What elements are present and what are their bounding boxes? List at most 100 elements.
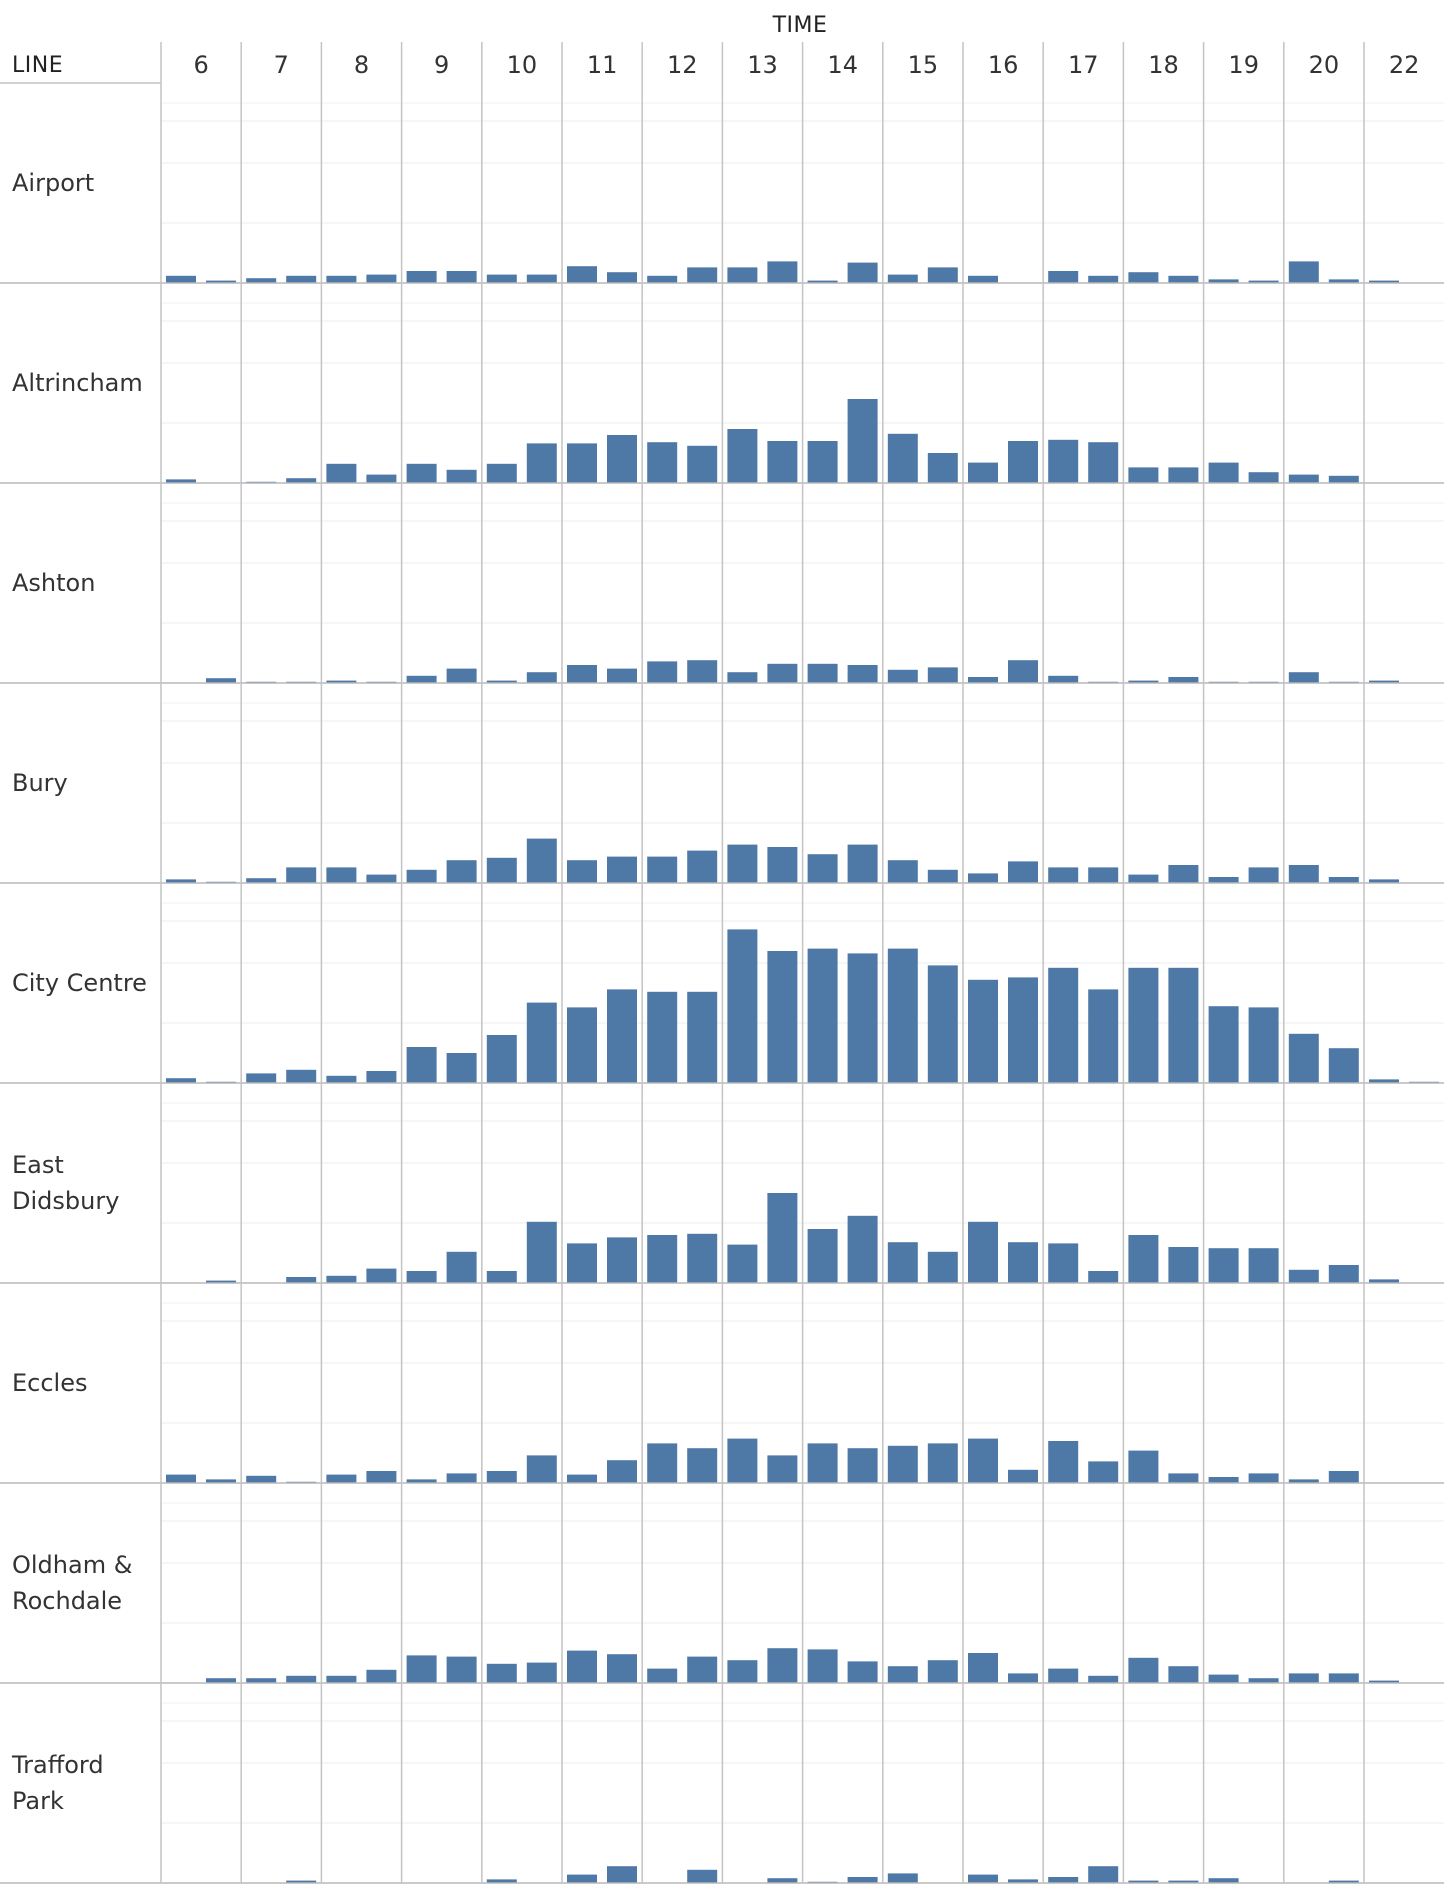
bar-bury-10-1	[486, 857, 517, 883]
bar-trafford-park-18-2	[1168, 1880, 1199, 1883]
bar-bury-10-2	[526, 838, 557, 883]
bar-eccles-16-2	[1008, 1469, 1038, 1483]
bar-trafford-park-12-2	[687, 1869, 718, 1883]
bar-city-centre-18-1	[1128, 967, 1159, 1083]
column-labels: 6 7 8 9 10 11 12 13 14 15 16 17 18 19 20 22	[193, 51, 1419, 79]
bar-altrincham-20-1	[1288, 474, 1319, 483]
bar-trafford-park-15-1	[887, 1873, 918, 1883]
bar-eccles-20-1	[1288, 1479, 1319, 1483]
bar-city-centre-10-1	[486, 1035, 517, 1083]
bar-eccles-20-2	[1328, 1471, 1359, 1483]
bar-city-centre-12-1	[647, 991, 678, 1083]
bar-altrincham-17-1	[1048, 439, 1079, 483]
bar-city-centre-10-2	[526, 1002, 557, 1083]
bar-ashton-12-1	[647, 661, 678, 683]
bar-trafford-park-17-1	[1048, 1877, 1079, 1883]
bar-eccles-9-2	[446, 1473, 477, 1483]
bar-oldham-rochdale-10-2	[526, 1662, 557, 1683]
bar-eccles-17-2	[1088, 1461, 1119, 1483]
bar-altrincham-12-2	[687, 445, 718, 483]
bar-trafford-park-10-1	[486, 1879, 517, 1883]
bar-airport-14-1	[807, 280, 838, 283]
bar-city-centre-15-1	[887, 948, 918, 1083]
bar-airport-8-1	[326, 275, 357, 283]
bar-city-centre-13-2	[767, 951, 798, 1083]
bar-altrincham-19-2	[1248, 472, 1279, 483]
column-label-15: 15	[908, 51, 939, 79]
row-label: Airport	[12, 169, 94, 197]
bar-bury-14-1	[807, 854, 838, 883]
bar-bury-12-2	[687, 850, 718, 883]
bar-oldham-rochdale-11-2	[607, 1654, 637, 1683]
bar-ashton-17-1	[1048, 675, 1079, 683]
row-label: Eccles	[12, 1369, 88, 1397]
bar-east-didsbury-14-2	[847, 1215, 878, 1283]
bar-oldham-rochdale-22-1	[1369, 1680, 1399, 1683]
bar-eccles-10-1	[486, 1471, 517, 1483]
column-label-6: 6	[193, 51, 208, 79]
bar-ashton-8-1	[326, 680, 357, 683]
bar-altrincham-9-2	[446, 469, 477, 483]
bar-oldham-rochdale-18-2	[1168, 1666, 1199, 1683]
bar-bury-20-2	[1328, 877, 1359, 883]
bar-oldham-rochdale-15-1	[887, 1666, 918, 1683]
bar-bury-19-1	[1208, 877, 1239, 883]
row-label: Rochdale	[12, 1587, 122, 1615]
bar-bury-16-1	[968, 873, 998, 883]
bar-bury-7-1	[246, 878, 277, 883]
bar-eccles-6-1	[166, 1474, 196, 1483]
column-label-22: 22	[1389, 51, 1420, 79]
bar-east-didsbury-10-2	[526, 1221, 557, 1283]
column-label-13: 13	[747, 51, 778, 79]
bar-airport-17-1	[1048, 271, 1079, 283]
bar-east-didsbury-12-1	[647, 1235, 678, 1283]
row-label: Altrincham	[12, 369, 143, 397]
bar-city-centre-17-2	[1088, 989, 1119, 1083]
column-label-11: 11	[587, 51, 618, 79]
bar-trafford-park-16-2	[1008, 1879, 1038, 1883]
row-header-title: LINE	[12, 53, 63, 78]
bar-city-centre-8-2	[366, 1071, 397, 1083]
bar-altrincham-8-1	[326, 463, 357, 483]
bar-airport-8-2	[366, 274, 397, 283]
bar-oldham-rochdale-7-1	[246, 1678, 277, 1683]
bar-trafford-park-14-2	[847, 1877, 878, 1883]
bar-ashton-9-1	[406, 675, 437, 683]
bar-altrincham-18-2	[1168, 467, 1199, 483]
bar-ashton-9-2	[446, 668, 477, 683]
bar-oldham-rochdale-10-1	[486, 1663, 517, 1683]
bar-east-didsbury-9-1	[406, 1271, 437, 1283]
bar-city-centre-22-1	[1369, 1079, 1399, 1083]
bar-altrincham-7-2	[286, 478, 317, 483]
bar-east-didsbury-19-2	[1248, 1248, 1279, 1283]
bar-ashton-16-2	[1008, 660, 1038, 683]
bar-trafford-park-18-1	[1128, 1880, 1159, 1883]
bar-bury-20-1	[1288, 865, 1319, 883]
column-label-8: 8	[354, 51, 369, 79]
bar-east-didsbury-20-2	[1328, 1265, 1359, 1283]
column-label-19: 19	[1228, 51, 1259, 79]
bar-trafford-park-13-2	[767, 1878, 798, 1883]
bar-airport-11-1	[567, 266, 597, 283]
bar-ashton-14-1	[807, 663, 838, 683]
bar-trafford-park-19-1	[1208, 1878, 1239, 1883]
column-label-12: 12	[667, 51, 698, 79]
bar-city-centre-19-2	[1248, 1007, 1279, 1083]
column-label-9: 9	[434, 51, 449, 79]
bar-east-didsbury-8-2	[366, 1268, 397, 1283]
bar-city-centre-19-1	[1208, 1006, 1239, 1083]
bar-altrincham-10-1	[486, 463, 517, 483]
bar-oldham-rochdale-6-2	[206, 1678, 236, 1683]
bar-airport-11-2	[607, 272, 637, 283]
bar-altrincham-10-2	[526, 443, 557, 483]
bar-airport-15-2	[927, 267, 958, 283]
bar-bury-15-2	[927, 869, 958, 883]
bar-ashton-13-1	[727, 672, 758, 683]
bar-city-centre-7-1	[246, 1073, 277, 1083]
bar-east-didsbury-14-1	[807, 1229, 838, 1283]
bar-city-centre-12-2	[687, 991, 718, 1083]
bar-airport-13-1	[727, 267, 758, 283]
bar-ashton-11-2	[607, 668, 637, 683]
bar-eccles-19-2	[1248, 1473, 1279, 1483]
bar-east-didsbury-6-2	[206, 1280, 236, 1283]
